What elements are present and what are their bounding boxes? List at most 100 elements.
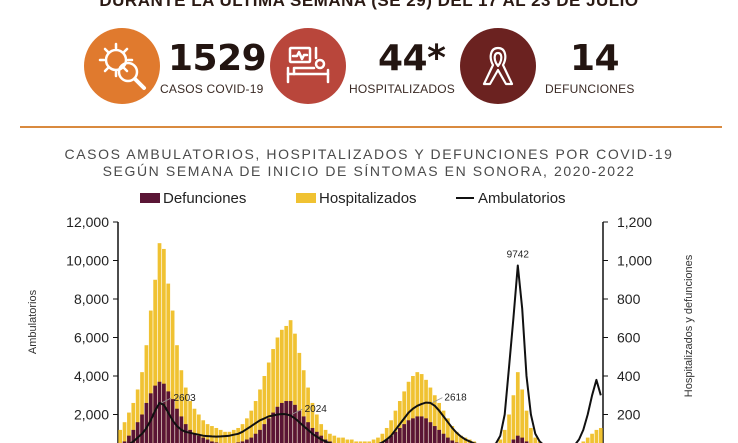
bar-hospitalizados bbox=[310, 402, 315, 443]
bar-defunciones bbox=[306, 422, 310, 443]
ribbon-icon bbox=[460, 28, 536, 104]
bar-hospitalizados bbox=[393, 410, 398, 443]
bar-defunciones bbox=[393, 431, 398, 443]
bar-defunciones bbox=[249, 437, 254, 443]
bar-hospitalizados bbox=[210, 426, 214, 443]
bar-hospitalizados bbox=[223, 431, 227, 443]
y-tick-label: 12,000 bbox=[66, 214, 109, 230]
annotation-label: 2603 bbox=[174, 393, 197, 404]
bar-hospitalizados bbox=[415, 372, 420, 443]
bar-hospitalizados bbox=[594, 429, 599, 443]
bar-defunciones bbox=[122, 441, 127, 443]
bar-hospitalizados bbox=[162, 248, 166, 443]
deaths-label: DEFUNCIONES bbox=[545, 82, 635, 96]
bar-hospitalizados bbox=[363, 441, 367, 443]
bar-hospitalizados bbox=[428, 387, 433, 443]
bar-hospitalizados bbox=[376, 437, 380, 443]
bar-hospitalizados bbox=[472, 441, 476, 443]
bar-hospitalizados bbox=[131, 402, 136, 443]
hospital-bed-icon bbox=[270, 28, 346, 104]
header-title: DURANTE LA ÚLTIMA SEMANA (SE 29) DEL 17 … bbox=[99, 0, 639, 10]
bar-defunciones bbox=[402, 424, 407, 443]
bar-hospitalizados bbox=[231, 429, 236, 443]
bar-hospitalizados bbox=[345, 439, 350, 443]
bar-hospitalizados bbox=[297, 352, 302, 443]
bar-defunciones bbox=[266, 418, 271, 443]
bar-hospitalizados bbox=[336, 437, 341, 443]
bar-hospitalizados bbox=[205, 424, 210, 443]
y-tick-label: 4,000 bbox=[74, 368, 109, 384]
bar-hospitalizados bbox=[446, 418, 450, 443]
bar-hospitalizados bbox=[454, 431, 459, 443]
bar-defunciones bbox=[293, 404, 297, 443]
bar-hospitalizados bbox=[240, 424, 245, 443]
bar-hospitalizados bbox=[170, 310, 175, 443]
chart-subtitle: SEGÚN SEMANA DE INICIO DE SÍNTOMAS EN SO… bbox=[102, 163, 636, 179]
bar-hospitalizados bbox=[437, 402, 442, 443]
bar-hospitalizados bbox=[135, 389, 140, 443]
bar-defunciones bbox=[419, 416, 424, 443]
y2-tick-label: 800 bbox=[617, 291, 641, 307]
cases-value: 1529 bbox=[168, 38, 267, 79]
bar-hospitalizados bbox=[157, 243, 162, 443]
bar-defunciones bbox=[271, 412, 275, 443]
bar-hospitalizados bbox=[367, 441, 372, 443]
bar-hospitalizados bbox=[266, 362, 271, 443]
bar-hospitalizados bbox=[419, 374, 424, 443]
bar-defunciones bbox=[131, 429, 136, 443]
bar-defunciones bbox=[275, 406, 280, 443]
bar-defunciones bbox=[384, 439, 389, 443]
legend-label-defunciones: Defunciones bbox=[163, 190, 247, 207]
bar-hospitalizados bbox=[598, 427, 603, 443]
bar-defunciones bbox=[192, 433, 197, 443]
bar-defunciones bbox=[301, 416, 306, 443]
bar-hospitalizados bbox=[144, 345, 149, 443]
annotation-leader bbox=[161, 397, 172, 404]
annotation-label: 9742 bbox=[507, 249, 530, 260]
bar-hospitalizados bbox=[529, 427, 533, 443]
bar-defunciones bbox=[258, 429, 262, 443]
bar-hospitalizados bbox=[179, 370, 184, 443]
bar-defunciones bbox=[127, 435, 131, 443]
legend-label-hospitalizados: Hospitalizados bbox=[319, 190, 417, 207]
bar-hospitalizados bbox=[533, 437, 538, 443]
bar-hospitalizados bbox=[301, 370, 306, 443]
bar-defunciones bbox=[441, 433, 446, 443]
bar-hospitalizados bbox=[341, 437, 345, 443]
bar-hospitalizados bbox=[585, 437, 590, 443]
bar-hospitalizados bbox=[288, 320, 293, 443]
bar-hospitalizados bbox=[432, 395, 437, 443]
bar-hospitalizados bbox=[314, 414, 319, 443]
bar-hospitalizados bbox=[236, 427, 241, 443]
bar-hospitalizados bbox=[214, 427, 219, 443]
bar-defunciones bbox=[183, 424, 188, 443]
bar-defunciones bbox=[253, 433, 258, 443]
bar-defunciones bbox=[279, 402, 284, 443]
bar-hospitalizados bbox=[293, 333, 297, 443]
bar-hospitalizados bbox=[498, 439, 503, 443]
hospitalized-label: HOSPITALIZADOS bbox=[349, 82, 455, 96]
bar-hospitalizados bbox=[284, 325, 289, 443]
bar-defunciones bbox=[205, 439, 210, 443]
bar-hospitalizados bbox=[384, 427, 389, 443]
bar-defunciones bbox=[406, 420, 411, 443]
bar-hospitalizados bbox=[245, 418, 249, 443]
legend-line-ambulatorios bbox=[456, 197, 474, 199]
bar-defunciones bbox=[166, 391, 171, 443]
bar-hospitalizados bbox=[328, 433, 332, 443]
bar-hospitalizados bbox=[258, 389, 262, 443]
bar-defunciones bbox=[284, 401, 289, 443]
bar-defunciones bbox=[310, 427, 315, 443]
bar-defunciones bbox=[162, 383, 166, 443]
deaths-value: 14 bbox=[570, 38, 620, 79]
bar-hospitalizados bbox=[122, 422, 127, 443]
bar-hospitalizados bbox=[201, 420, 206, 443]
bar-defunciones bbox=[437, 429, 442, 443]
bar-hospitalizados bbox=[196, 414, 201, 443]
bar-hospitalizados bbox=[192, 408, 197, 443]
bar-defunciones bbox=[515, 435, 520, 443]
line-ambulatorios bbox=[129, 264, 602, 443]
y-tick-label: 8,000 bbox=[74, 291, 109, 307]
bar-defunciones bbox=[411, 418, 415, 443]
bar-hospitalizados bbox=[380, 433, 385, 443]
